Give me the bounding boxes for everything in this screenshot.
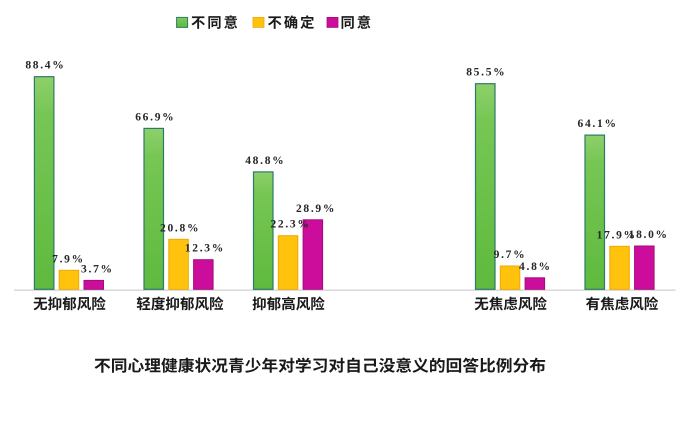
svg-text:9.7%: 9.7% [494,249,527,261]
svg-text:20.8%: 20.8% [160,222,200,234]
svg-text:22.3%: 22.3% [270,219,310,231]
svg-text:3.7%: 3.7% [81,263,114,275]
svg-text:66.9%: 66.9% [135,111,175,123]
svg-text:4.8%: 4.8% [519,261,552,273]
svg-text:85.5%: 85.5% [466,67,506,79]
svg-text:12.3%: 12.3% [185,243,225,255]
svg-text:28.9%: 28.9% [296,203,336,215]
svg-text:48.8%: 48.8% [245,155,285,167]
svg-text:7.9%: 7.9% [52,253,85,265]
svg-text:17.9%: 17.9% [597,229,637,241]
svg-text:64.1%: 64.1% [578,118,618,130]
svg-text:88.4%: 88.4% [25,60,65,72]
svg-text:18.0%: 18.0% [629,229,669,241]
